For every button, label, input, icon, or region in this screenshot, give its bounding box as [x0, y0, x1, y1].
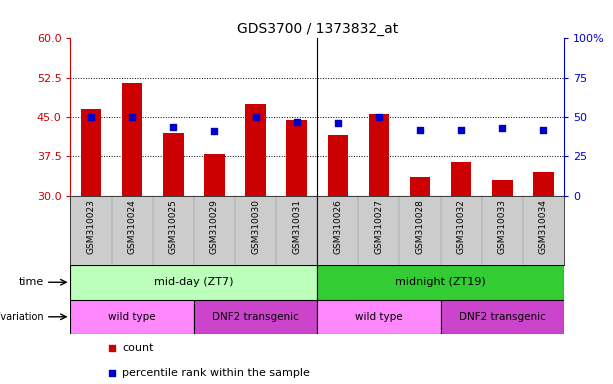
Text: GSM310031: GSM310031	[292, 199, 301, 254]
Bar	[81, 109, 101, 196]
Text: midnight (ZT19): midnight (ZT19)	[395, 277, 486, 287]
Text: GSM310026: GSM310026	[333, 199, 342, 254]
Text: GSM310032: GSM310032	[457, 199, 466, 254]
Text: DNF2 transgenic: DNF2 transgenic	[459, 312, 546, 322]
Bar	[70, 300, 194, 334]
Bar	[318, 300, 441, 334]
Point	[169, 124, 178, 130]
Point	[415, 127, 425, 133]
Bar	[194, 300, 318, 334]
Bar	[451, 162, 471, 196]
Bar	[286, 120, 307, 196]
Text: GSM310029: GSM310029	[210, 199, 219, 254]
Point	[128, 114, 137, 120]
Text: GSM310028: GSM310028	[416, 199, 425, 254]
Bar	[441, 300, 564, 334]
Text: mid-day (ZT7): mid-day (ZT7)	[154, 277, 234, 287]
Bar	[318, 265, 564, 300]
Text: DNF2 transgenic: DNF2 transgenic	[212, 312, 299, 322]
Text: GSM310024: GSM310024	[128, 199, 137, 254]
Point	[497, 125, 507, 131]
Point	[251, 114, 261, 120]
Text: wild type: wild type	[109, 312, 156, 322]
Bar	[492, 180, 512, 196]
Bar	[163, 133, 183, 196]
Point	[374, 114, 384, 120]
Text: GSM310023: GSM310023	[86, 199, 96, 254]
Point	[107, 370, 116, 376]
Point	[292, 119, 302, 125]
Point	[107, 345, 116, 351]
Text: GSM310033: GSM310033	[498, 199, 507, 254]
Text: wild type: wild type	[355, 312, 403, 322]
Title: GDS3700 / 1373832_at: GDS3700 / 1373832_at	[237, 22, 398, 36]
Text: GSM310034: GSM310034	[539, 199, 548, 254]
Bar	[327, 136, 348, 196]
Text: GSM310027: GSM310027	[375, 199, 383, 254]
Bar	[122, 83, 142, 196]
Bar	[533, 172, 554, 196]
Point	[333, 120, 343, 126]
Point	[456, 127, 466, 133]
Bar	[368, 114, 389, 196]
Text: time: time	[18, 277, 44, 287]
Text: GSM310030: GSM310030	[251, 199, 260, 254]
Text: GSM310025: GSM310025	[169, 199, 178, 254]
Bar	[70, 265, 318, 300]
Bar	[204, 154, 225, 196]
Text: genotype/variation: genotype/variation	[0, 312, 44, 322]
Point	[538, 127, 548, 133]
Point	[210, 128, 219, 134]
Text: percentile rank within the sample: percentile rank within the sample	[122, 368, 310, 378]
Bar	[245, 104, 266, 196]
Bar	[409, 177, 430, 196]
Point	[86, 114, 96, 120]
Text: count: count	[122, 343, 153, 353]
